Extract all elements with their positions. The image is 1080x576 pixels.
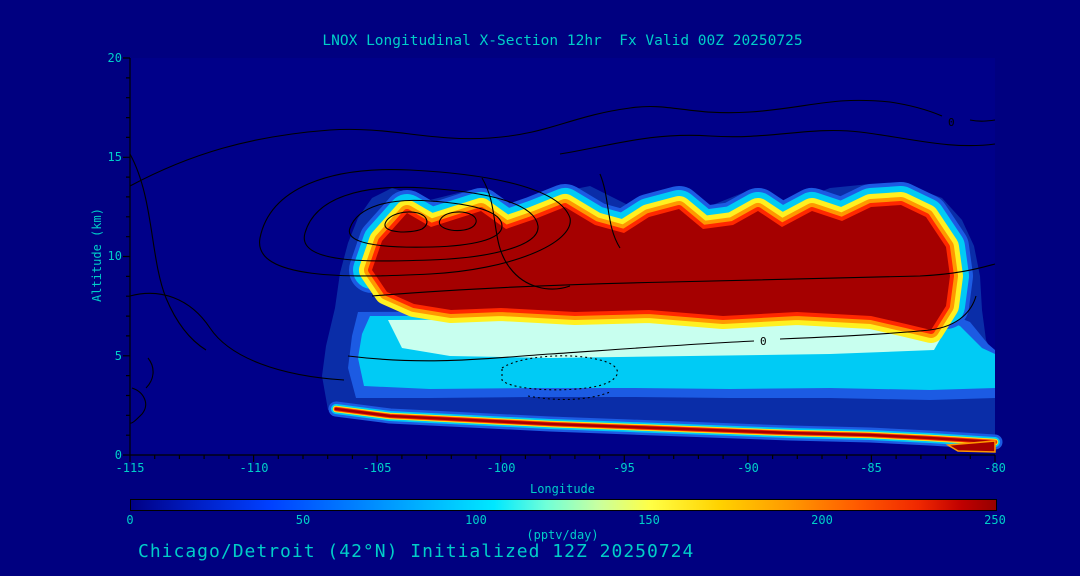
contour-top-c <box>559 129 996 155</box>
colorbar-tick-250: 250 <box>984 513 1006 527</box>
contour-corner-b <box>145 357 154 389</box>
x-tick-n100: -100 <box>486 461 516 475</box>
contour-cell-inner <box>348 199 503 248</box>
streak-core <box>334 407 997 444</box>
contour-left-low <box>129 292 345 381</box>
x-tick-n85: -85 <box>860 461 882 475</box>
y-minor-ticks <box>126 77 130 436</box>
contour-corner-a <box>129 387 147 424</box>
contour-lines <box>129 99 996 424</box>
y-tick-0: 0 <box>114 448 122 462</box>
y-major-ticks <box>123 57 130 456</box>
surface-streak <box>328 401 1003 453</box>
x-minor-ticks <box>154 455 971 459</box>
y-tick-20: 20 <box>107 51 122 65</box>
colorbar <box>130 499 997 511</box>
x-tick-n115: -115 <box>115 461 145 475</box>
x-axis-label: Longitude <box>529 482 596 496</box>
x-major-ticks <box>129 455 996 462</box>
y-tick-10: 10 <box>107 249 122 263</box>
contour-label-zero-mid: 0 <box>760 335 767 348</box>
x-tick-n90: -90 <box>737 461 759 475</box>
y-tick-15: 15 <box>107 150 122 164</box>
contour-mid-a <box>347 340 755 362</box>
plume-band-pale <box>388 318 942 358</box>
contour-cell-outer <box>259 168 571 277</box>
axes <box>123 57 996 462</box>
chart-subtitle: Chicago/Detroit (42°N) Initialized 12Z 2… <box>138 541 695 562</box>
chart-title: LNOX Longitudinal X-Section 12hr Fx Vali… <box>322 33 803 49</box>
contour-left-side <box>129 153 207 351</box>
x-tick-n95: -95 <box>613 461 635 475</box>
plume-core <box>372 205 950 330</box>
contour-dashed-arc <box>527 391 611 401</box>
plot-canvas: 0 0 <box>123 57 1003 462</box>
contour-s-curve <box>481 177 571 290</box>
colorbar-tick-150: 150 <box>638 513 660 527</box>
plume-fill-layers <box>322 182 995 439</box>
contour-top-b <box>969 119 996 122</box>
colorbar-tick-50: 50 <box>295 513 311 527</box>
contour-dashed-cell <box>501 355 618 391</box>
colorbar-tick-100: 100 <box>465 513 487 527</box>
contour-mid-b <box>779 295 977 340</box>
x-tick-n80: -80 <box>984 461 1006 475</box>
colorbar-tick-0: 0 <box>126 513 134 527</box>
streak-corner-blob <box>945 440 996 453</box>
contour-wiggle <box>599 173 621 249</box>
colorbar-tick-200: 200 <box>811 513 833 527</box>
x-tick-n105: -105 <box>362 461 392 475</box>
contour-cell-lobe-b <box>438 211 477 232</box>
x-tick-n110: -110 <box>239 461 269 475</box>
contour-cell-lobe-a <box>384 211 428 233</box>
contour-through-core <box>371 263 996 297</box>
contour-top-a <box>129 99 943 187</box>
colorbar-units-label: (pptv/day) <box>526 528 599 542</box>
contour-label-zero-top: 0 <box>948 116 955 129</box>
contour-labels: 0 0 <box>760 116 955 348</box>
y-tick-5: 5 <box>114 349 122 363</box>
contour-cell-mid <box>303 186 539 262</box>
